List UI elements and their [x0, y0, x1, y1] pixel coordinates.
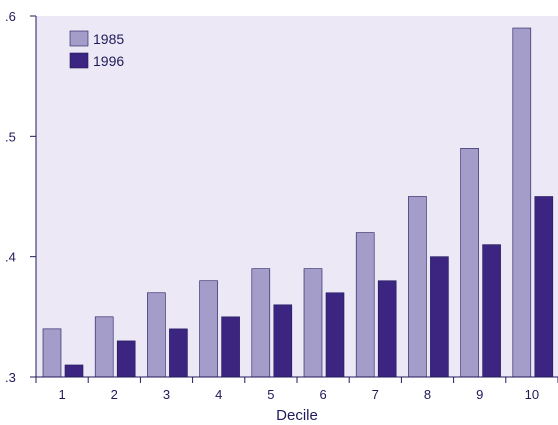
- x-tick-label: 10: [525, 387, 539, 402]
- plot-background: [36, 16, 558, 377]
- x-tick-label: 9: [476, 387, 483, 402]
- bar-1996-decile-4: [221, 316, 240, 378]
- bar-1985-decile-3: [147, 292, 166, 378]
- y-ticks-group: .3 .4 .5 .6: [5, 9, 36, 385]
- x-axis-label: Decile: [276, 407, 318, 424]
- x-tick-label: 7: [372, 387, 379, 402]
- legend-label-1996: 1996: [93, 53, 124, 69]
- bar-1996-decile-2: [116, 340, 136, 378]
- y-tick-label: .4: [5, 250, 16, 265]
- bar-1996-decile-1: [64, 364, 84, 378]
- x-tick-label: 5: [267, 387, 274, 402]
- bar-1985-decile-9: [460, 148, 479, 378]
- bar-1985-decile-1: [42, 328, 62, 378]
- y-tick-label: .3: [5, 370, 16, 385]
- x-tick-label: 3: [163, 387, 170, 402]
- y-tick-label: .6: [5, 9, 16, 24]
- bar-1985-decile-7: [355, 232, 375, 378]
- x-tick-label: 1: [58, 387, 65, 402]
- bar-1996-decile-8: [430, 256, 449, 378]
- bar-1996-decile-10: [534, 196, 554, 378]
- bar-1996-decile-3: [169, 328, 188, 378]
- x-tick-label: 8: [424, 387, 431, 402]
- legend-swatch-1996: [69, 52, 89, 69]
- bar-1985-decile-10: [512, 27, 532, 378]
- x-ticks-group: 1 2 3 4 5 6 7 8 9 10: [35, 377, 558, 402]
- x-tick-label: 4: [215, 387, 222, 402]
- bar-1996-decile-7: [377, 280, 397, 378]
- bar-1985-decile-5: [251, 268, 271, 378]
- bar-1996-decile-5: [273, 304, 293, 378]
- bars-group: [42, 27, 554, 378]
- legend-swatch-1985: [69, 30, 89, 47]
- bar-1985-decile-8: [408, 196, 427, 378]
- x-tick-label: 6: [319, 387, 326, 402]
- bar-1985-decile-2: [94, 316, 114, 378]
- legend: 1985 1996: [69, 30, 124, 69]
- bar-1996-decile-6: [325, 292, 345, 378]
- bar-1985-decile-4: [199, 280, 218, 378]
- bar-1996-decile-9: [482, 244, 501, 378]
- x-tick-label: 2: [111, 387, 118, 402]
- legend-label-1985: 1985: [93, 31, 124, 47]
- bar-1985-decile-6: [303, 268, 323, 378]
- y-tick-label: .5: [5, 129, 16, 144]
